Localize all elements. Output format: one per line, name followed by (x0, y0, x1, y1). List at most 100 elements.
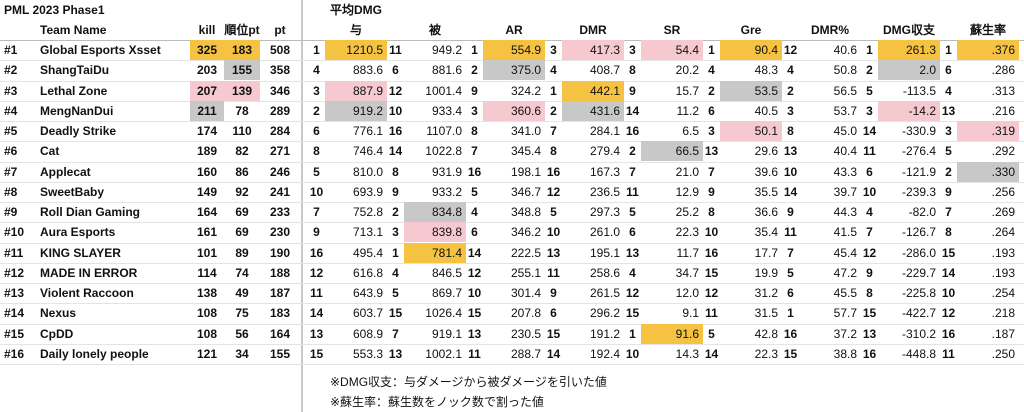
total-points: 164 (269, 326, 291, 341)
stat-rank: 9 (471, 83, 478, 98)
stat-value: .193 (991, 265, 1015, 280)
stat-rank: 1 (471, 43, 478, 57)
stat-value: 284.1 (589, 124, 620, 138)
stat-value: 495.4 (352, 245, 383, 260)
total-points: 187 (269, 286, 291, 300)
team-name: Global Esports Xsset (40, 43, 161, 57)
rank-label: #11 (4, 245, 24, 260)
kill: 101 (196, 245, 218, 260)
stat-value: .218 (991, 306, 1015, 321)
stat-value: 1001.4 (425, 83, 462, 98)
stat-rank: 1 (313, 43, 320, 57)
stat-value: 50.8 (833, 63, 857, 78)
stat-rank: 7 (550, 124, 557, 138)
stat-value: 554.9 (483, 40, 545, 60)
stat-value: 346.7 (510, 184, 541, 199)
stat-rank: 15 (546, 326, 561, 341)
stat-value: 846.5 (431, 265, 462, 280)
stat-rank: 9 (787, 205, 794, 219)
stat-rank: 14 (862, 124, 877, 138)
rank-points: 69 (235, 225, 249, 240)
stat-value: 301.4 (510, 286, 541, 300)
stat-rank: 1 (866, 43, 873, 57)
stat-rank: 2 (550, 103, 557, 118)
rank-label: #9 (4, 205, 18, 219)
stat-rank: 4 (945, 83, 952, 98)
stat-rank: 13 (467, 326, 482, 341)
rank-label: #3 (4, 83, 18, 98)
stat-rank: 3 (866, 103, 873, 118)
stat-value: 11.7 (676, 245, 699, 260)
rank-points: 89 (235, 245, 249, 260)
kill: 121 (196, 346, 218, 361)
stat-value: 91.6 (641, 323, 703, 344)
stat-value: 53.5 (720, 80, 782, 101)
kill: 149 (196, 184, 218, 199)
column-header: 与 (349, 23, 362, 37)
stat-rank: 5 (313, 164, 320, 179)
total-points: 230 (269, 225, 291, 240)
stat-value: 261.0 (589, 225, 620, 240)
stat-value: 36.6 (754, 205, 778, 219)
kill: 161 (196, 225, 218, 240)
team-name: KING SLAYER (40, 245, 121, 260)
stat-rank: 9 (629, 83, 636, 98)
stat-rank: 16 (388, 124, 403, 138)
stat-value: 38.8 (833, 346, 857, 361)
rank-points: 75 (235, 306, 249, 321)
stat-rank: 9 (392, 184, 399, 199)
stat-rank: 3 (629, 43, 636, 57)
stat-value: 949.2 (431, 43, 462, 57)
stat-rank: 3 (708, 124, 715, 138)
stat-value: 21.0 (675, 164, 699, 179)
stat-value: 42.8 (754, 326, 778, 341)
stat-value: 933.4 (431, 103, 462, 118)
team-name: Aura Esports (40, 225, 116, 240)
stat-rank: 11 (468, 346, 481, 361)
stat-value: -82.0 (908, 205, 936, 219)
total-points: 284 (269, 124, 291, 138)
stat-value: .187 (991, 326, 1015, 341)
stat-value: 258.6 (589, 265, 620, 280)
stat-value: 41.5 (833, 225, 857, 240)
stat-value: 887.9 (325, 80, 387, 101)
stat-value: 19.9 (754, 265, 778, 280)
stat-value: .250 (991, 346, 1015, 361)
stat-value: 603.7 (352, 306, 383, 321)
stat-value: -126.7 (901, 225, 936, 240)
stat-value: 222.5 (510, 245, 541, 260)
row-line (0, 222, 1024, 223)
row-line (0, 364, 1024, 365)
stat-rank: 1 (787, 306, 794, 321)
stat-value: 553.3 (352, 346, 383, 361)
stat-value: 35.5 (754, 184, 778, 199)
stat-value: 207.8 (510, 306, 541, 321)
stat-rank: 16 (625, 124, 640, 138)
column-header: pt (274, 23, 286, 37)
stat-rank: 12 (625, 286, 640, 300)
total-points: 241 (269, 184, 291, 199)
stat-rank: 1 (945, 43, 952, 57)
column-header: 蘇生率 (969, 23, 1006, 37)
stat-value: 198.1 (510, 164, 541, 179)
stat-value: 346.2 (510, 225, 541, 240)
stat-rank: 4 (550, 63, 557, 78)
rank-label: #6 (4, 144, 18, 159)
stat-rank: 16 (862, 346, 877, 361)
column-header: 被 (428, 23, 441, 37)
stat-rank: 6 (392, 63, 399, 78)
stat-value: 442.1 (562, 80, 624, 101)
stat-rank: 15 (309, 346, 324, 361)
stat-value: 45.4 (833, 245, 857, 260)
stat-rank: 10 (941, 286, 956, 300)
stat-value: 191.2 (589, 326, 620, 341)
rank-points: 78 (235, 103, 249, 118)
stat-value: 781.4 (404, 242, 466, 263)
stat-value: -121.9 (901, 164, 936, 179)
stat-rank: 11 (389, 43, 402, 57)
rank-label: #10 (4, 225, 25, 240)
stat-value: 45.5 (833, 286, 857, 300)
stat-rank: 13 (704, 144, 719, 159)
stat-rank: 2 (313, 103, 320, 118)
stat-rank: 1 (550, 83, 557, 98)
